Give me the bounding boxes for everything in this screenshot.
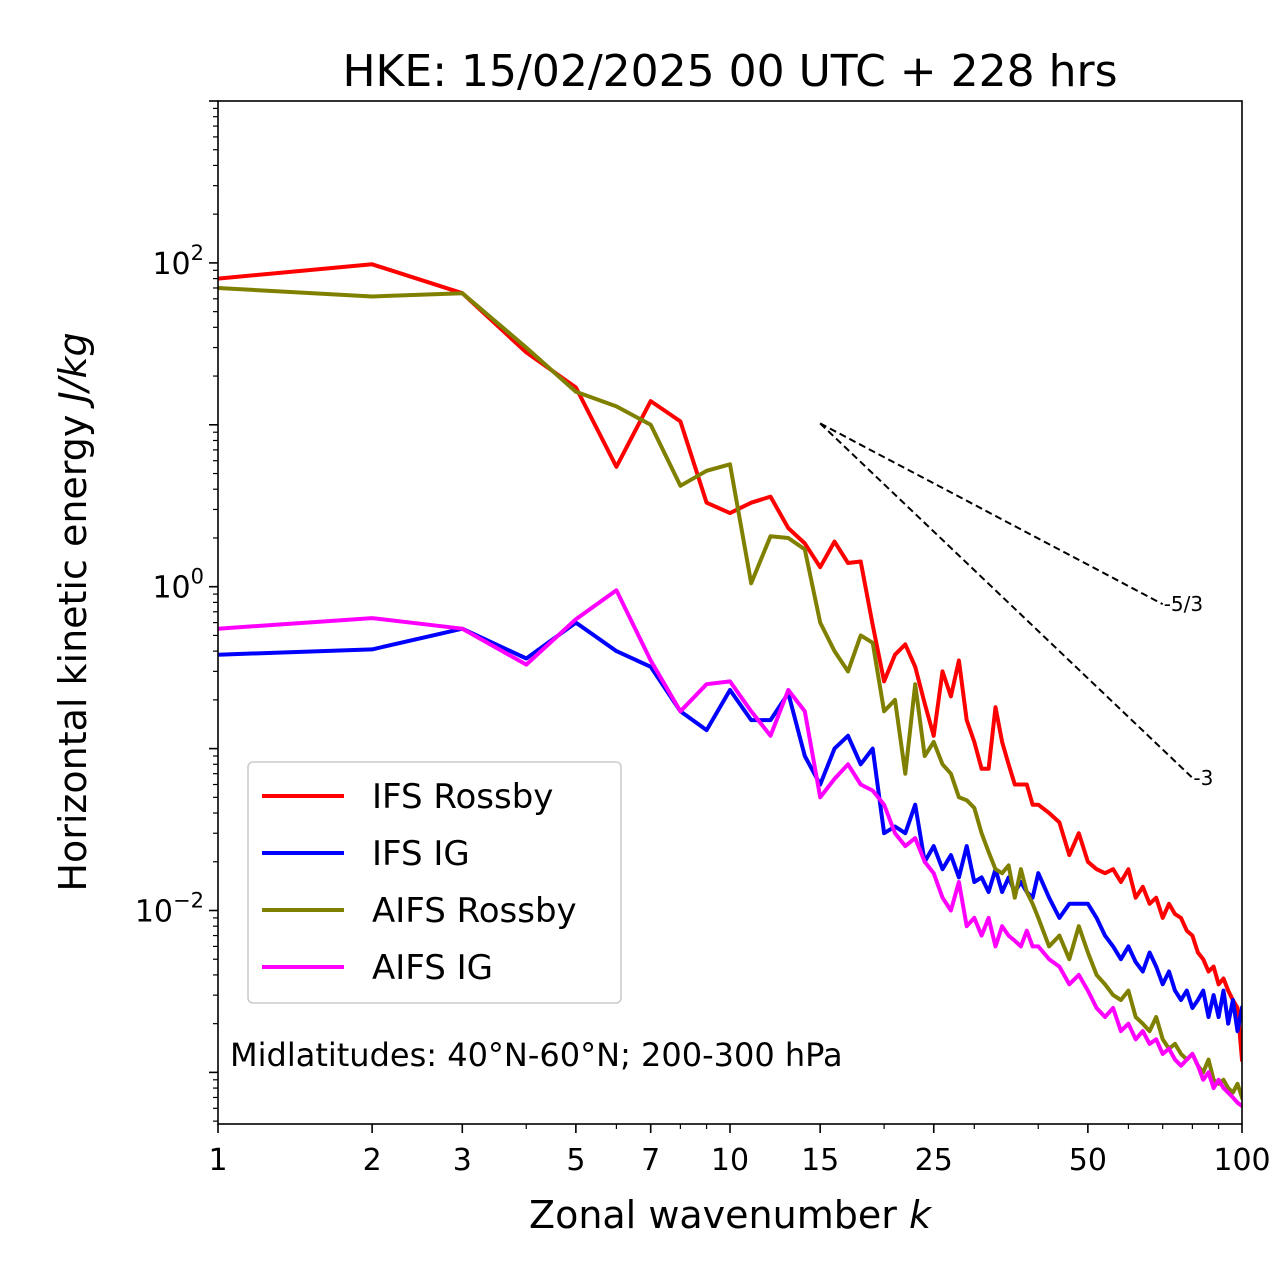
x-tick-label: 100 [1213, 1143, 1270, 1178]
y-tick-label: 100 [152, 565, 204, 606]
legend-label: AIFS Rossby [372, 891, 577, 931]
x-tick-label: 1 [208, 1143, 227, 1178]
y-tick-exponent: −2 [173, 888, 204, 912]
x-axis-label-text: Zonal wavenumber [529, 1193, 909, 1237]
x-tick-label: 2 [363, 1143, 382, 1178]
y-tick-exponent: 2 [191, 241, 204, 265]
legend-item-aifs-rossby: AIFS Rossby [262, 891, 577, 931]
x-tick-label: 50 [1069, 1143, 1107, 1178]
slope-label-5-3: -5/3 [1164, 592, 1203, 616]
series-layer [218, 262, 1242, 1109]
x-tick-label: 10 [711, 1143, 749, 1178]
y-tick-base: 10 [135, 894, 173, 929]
y-tick-base: 10 [152, 571, 190, 606]
plot-frame [217, 100, 1243, 1125]
legend-entries: IFS Rossby IFS IG AIFS Rossby AIFS IG [262, 777, 577, 988]
series-line-ifs-rossby [218, 262, 1242, 1062]
x-tick-label: 25 [915, 1143, 953, 1178]
y-tick-exponent: 0 [191, 565, 204, 589]
chart-title: HKE: 15/02/2025 00 UTC + 228 hrs [342, 46, 1117, 97]
x-tick-label: 7 [641, 1143, 660, 1178]
x-tick-label: 3 [453, 1143, 472, 1178]
series-line-aifs-ig [218, 588, 1242, 1109]
x-axis-label: Zonal wavenumber k [529, 1193, 933, 1237]
region-annotation: Midlatitudes: 40°N-60°N; 200-300 hPa [230, 1036, 843, 1074]
y-tick-label: 10−2 [135, 888, 204, 929]
y-axis-label-text: Horizontal kinetic energy [51, 403, 95, 892]
legend-label: AIFS IG [372, 948, 493, 988]
series-line-aifs-rossby [218, 285, 1242, 1101]
legend-item-ifs-ig: IFS IG [262, 834, 470, 874]
x-tick-label: 5 [566, 1143, 585, 1178]
y-tick-base: 10 [152, 247, 190, 282]
slope-line-3 [819, 422, 1194, 779]
legend-item-ifs-rossby: IFS Rossby [262, 777, 553, 817]
legend-label: IFS Rossby [372, 777, 553, 817]
x-axis-label-var: k [909, 1193, 933, 1237]
legend: IFS Rossby IFS IG AIFS Rossby AIFS IG [247, 761, 622, 1004]
y-axis-label: Horizontal kinetic energy J/kg [51, 332, 95, 891]
slope-label-3: -3 [1193, 766, 1213, 790]
y-axis-label-unit: J/kg [51, 332, 95, 409]
x-tick-label: 15 [801, 1143, 839, 1178]
y-tick-label: 102 [152, 241, 204, 282]
reference-slopes: -5/3 -3 [819, 422, 1213, 790]
legend-item-aifs-ig: AIFS IG [262, 948, 493, 988]
slope-line-5-3 [819, 422, 1164, 606]
legend-frame [247, 761, 622, 1004]
legend-label: IFS IG [372, 834, 470, 874]
